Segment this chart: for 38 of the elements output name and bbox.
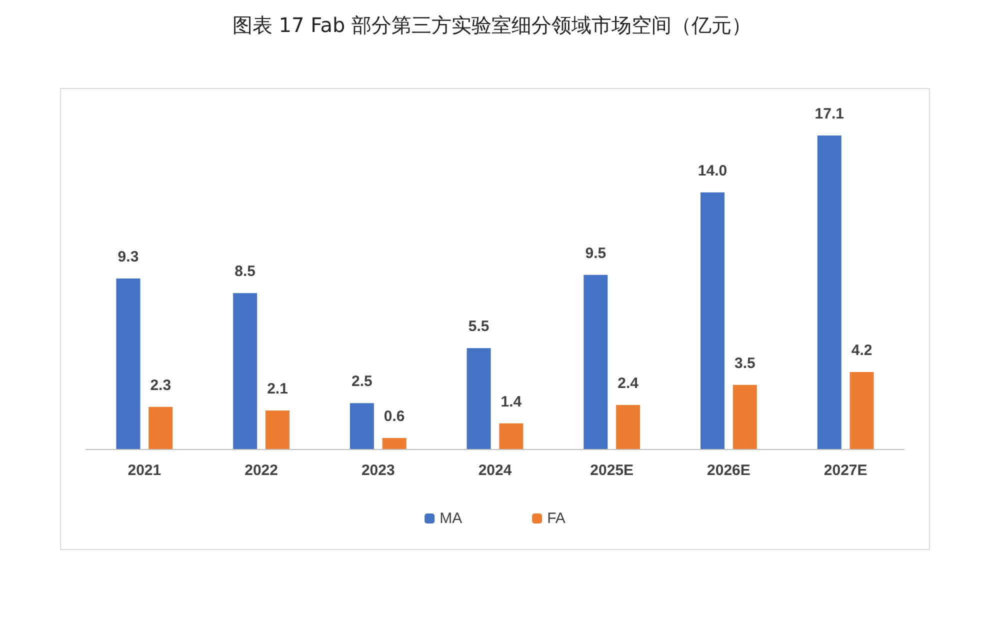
bar (817, 136, 842, 449)
data-label: 9.5 (585, 244, 606, 262)
bar (732, 384, 757, 449)
data-label: 2.3 (150, 376, 172, 394)
chart-title: 图表 17 Fab 部分第三方实验室细分领域市场空间（亿元） (231, 12, 753, 39)
x-tick-label: 2024 (478, 462, 512, 479)
data-label: 2.4 (618, 375, 640, 392)
bar (850, 372, 874, 449)
bar (265, 410, 290, 449)
x-tick-label: 2026E (707, 462, 750, 479)
data-label: 8.5 (234, 263, 256, 280)
data-label: 2.1 (267, 380, 288, 398)
legend-label: MA (440, 510, 462, 527)
bar (116, 278, 140, 449)
bar (499, 423, 524, 449)
x-tick-label: 2021 (128, 462, 162, 479)
data-label: 4.2 (851, 342, 872, 359)
bar (350, 403, 374, 449)
bar (466, 348, 491, 449)
data-label: 9.3 (118, 248, 139, 266)
bar (616, 405, 640, 449)
bar (700, 192, 725, 449)
x-tick-label: 2023 (361, 462, 395, 479)
data-label: 2.5 (352, 373, 372, 390)
bar (148, 406, 173, 449)
x-tick-label: 2022 (244, 462, 278, 479)
data-label: 17.1 (814, 106, 844, 122)
x-tick-label: 2027E (824, 462, 868, 479)
x-tick-label: 2025E (590, 462, 634, 479)
data-label: 14.0 (698, 162, 728, 180)
data-label: 5.5 (468, 318, 490, 336)
data-label: 1.4 (500, 393, 522, 410)
bar (584, 274, 608, 449)
bar (382, 438, 406, 449)
legend-label: FA (547, 510, 566, 527)
data-label: 0.6 (384, 408, 405, 425)
bar (233, 293, 258, 449)
data-label: 3.5 (734, 354, 756, 372)
